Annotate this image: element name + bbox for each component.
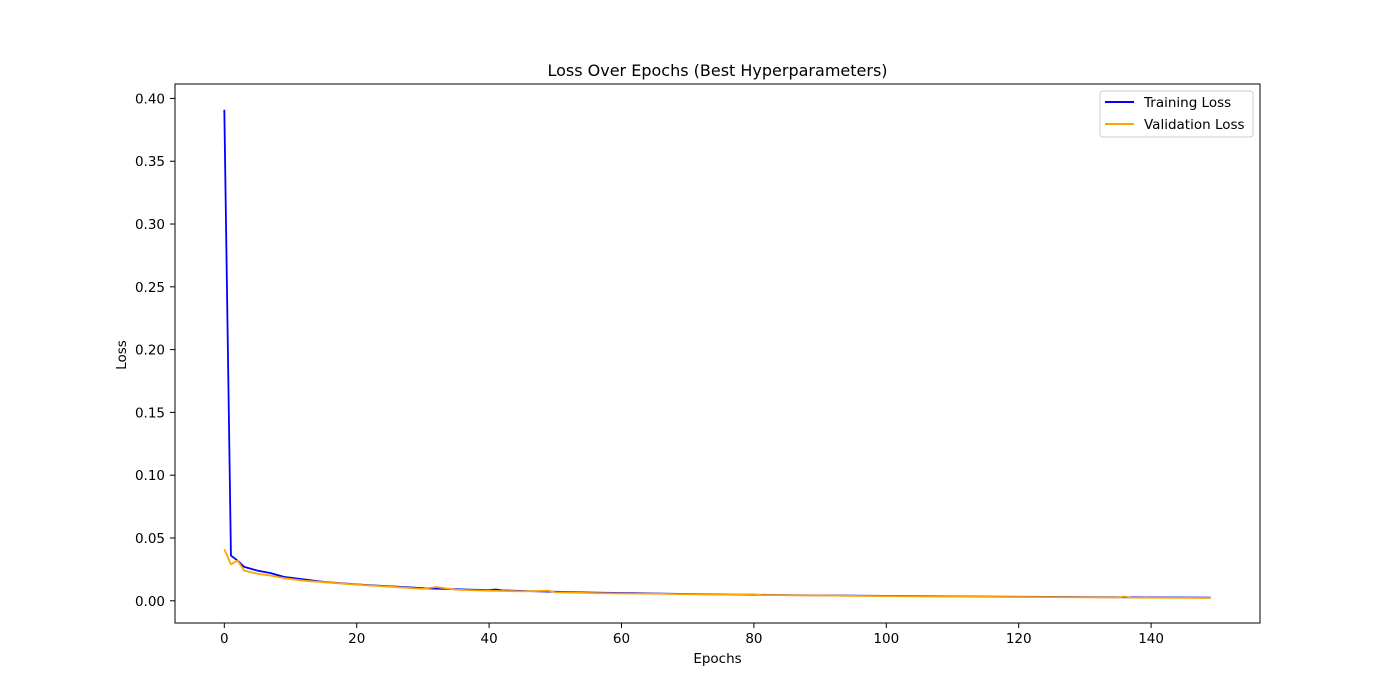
y-tick-label: 0.20 <box>135 343 165 359</box>
x-tick-label: 60 <box>613 631 630 647</box>
legend-box <box>1099 90 1254 138</box>
x-tick-label: 20 <box>348 631 365 647</box>
y-tick-label: 0.25 <box>135 280 165 296</box>
y-tick-label: 0.05 <box>135 531 165 547</box>
y-tick-label: 0.15 <box>135 405 165 421</box>
y-tick-label: 0.40 <box>135 91 165 107</box>
y-tick-label: 0.30 <box>135 217 165 233</box>
axes-ticks: 0 20 40 60 80 100 120 140 0.00 0.05 0.10 0.15 0.20 0.… <box>135 91 1164 647</box>
x-tick-label: 140 <box>1138 631 1164 647</box>
y-tick-label: 0.10 <box>135 468 165 484</box>
series-line-validation-loss <box>223 548 1211 599</box>
y-tick-label: 0.00 <box>135 594 165 610</box>
x-axis-label: Epochs <box>693 651 741 667</box>
x-tick-label: 0 <box>220 631 229 647</box>
chart-title: Loss Over Epochs (Best Hyperparameters) <box>547 61 887 80</box>
x-tick-label: 120 <box>1006 631 1032 647</box>
x-tick-label: 40 <box>481 631 498 647</box>
plot-area <box>223 109 1211 599</box>
y-tick-label: 0.35 <box>135 154 165 170</box>
legend-label-training-loss: Training Loss <box>1143 95 1231 111</box>
x-tick-label: 100 <box>873 631 899 647</box>
x-tick-label: 80 <box>745 631 762 647</box>
legend-label-validation-loss: Validation Loss <box>1144 117 1245 133</box>
y-axis-label: Loss <box>114 340 130 370</box>
plot-frame <box>174 83 1261 624</box>
legend: Training Loss Validation Loss <box>1099 90 1254 138</box>
